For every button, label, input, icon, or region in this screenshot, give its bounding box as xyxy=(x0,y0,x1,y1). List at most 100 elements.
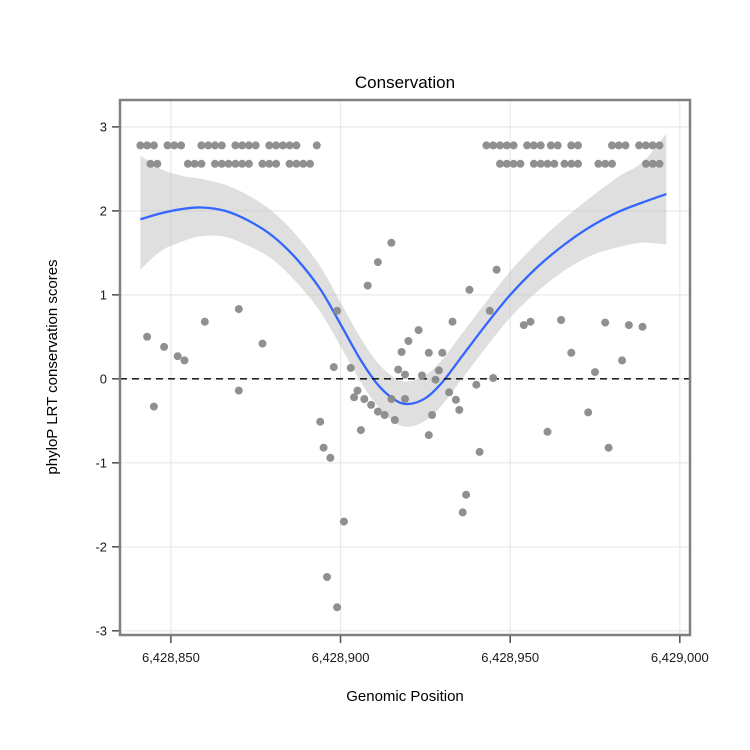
data-point xyxy=(319,443,328,452)
data-point xyxy=(234,386,243,395)
data-point xyxy=(373,407,382,416)
data-point xyxy=(299,159,308,168)
data-point xyxy=(509,141,518,150)
data-point xyxy=(312,141,321,150)
x-axis-title: Genomic Position xyxy=(346,688,464,705)
data-point xyxy=(231,141,240,150)
data-point xyxy=(594,159,603,168)
data-point xyxy=(350,393,359,402)
data-point xyxy=(458,508,467,517)
data-point xyxy=(339,517,348,526)
data-point xyxy=(224,159,233,168)
data-point xyxy=(251,141,260,150)
data-point xyxy=(502,141,511,150)
y-tick-label: 3 xyxy=(100,119,107,134)
data-point xyxy=(601,318,610,327)
data-point xyxy=(496,159,504,168)
data-point xyxy=(608,159,616,168)
data-point xyxy=(496,141,504,150)
data-point xyxy=(211,159,219,168)
data-point xyxy=(462,490,471,499)
data-point xyxy=(238,159,247,168)
data-point xyxy=(346,363,355,372)
data-point xyxy=(244,159,253,168)
data-point xyxy=(397,348,406,356)
data-point xyxy=(387,395,396,403)
data-point xyxy=(404,337,413,345)
data-point xyxy=(536,159,545,168)
data-point xyxy=(519,321,528,330)
data-point xyxy=(360,395,369,403)
data-point xyxy=(136,141,145,150)
data-point xyxy=(238,141,247,150)
data-point xyxy=(557,316,566,324)
data-point xyxy=(323,573,331,581)
data-point xyxy=(356,426,365,435)
data-point xyxy=(231,159,240,168)
chart-layers: 6,428,850 6,428,900 6,428,950 6,429,000 3 2 1 0… xyxy=(95,98,709,665)
data-point xyxy=(448,317,457,326)
data-point xyxy=(431,375,440,384)
y-axis-title: phyloP LRT conservation scores xyxy=(44,259,61,474)
data-point xyxy=(529,159,538,168)
y-tick-label: -2 xyxy=(95,539,107,554)
y-tick-label: 2 xyxy=(100,203,107,218)
data-point xyxy=(197,159,206,168)
data-point xyxy=(401,370,409,379)
data-point xyxy=(149,402,158,411)
data-point xyxy=(272,159,281,168)
data-point xyxy=(190,159,199,168)
data-point xyxy=(177,141,186,150)
data-point xyxy=(200,317,209,326)
y-tick-label: 1 xyxy=(100,287,107,302)
data-point xyxy=(618,356,627,365)
data-point xyxy=(550,159,559,168)
data-point xyxy=(445,388,454,397)
x-tick-label: 6,428,950 xyxy=(481,650,539,665)
y-tick-label: 0 xyxy=(100,371,107,386)
data-point xyxy=(326,453,335,462)
data-point xyxy=(601,159,610,168)
data-point xyxy=(489,374,498,382)
panel-border xyxy=(118,98,692,637)
data-point xyxy=(455,405,464,414)
data-point xyxy=(543,427,552,436)
data-point xyxy=(211,141,219,150)
data-point xyxy=(574,141,582,150)
data-point xyxy=(149,141,158,150)
data-point xyxy=(492,265,501,274)
data-point xyxy=(641,159,650,168)
data-point xyxy=(160,342,169,351)
data-point xyxy=(329,363,338,372)
data-point xyxy=(197,141,206,150)
data-point xyxy=(621,141,630,150)
data-point xyxy=(655,159,664,168)
data-point xyxy=(153,159,162,168)
data-point xyxy=(244,141,253,150)
data-point xyxy=(516,159,525,168)
data-point xyxy=(316,417,325,426)
data-point xyxy=(272,141,281,150)
data-point xyxy=(567,348,576,357)
data-point xyxy=(509,159,518,168)
data-point xyxy=(574,159,582,168)
data-point xyxy=(401,395,409,403)
x-tick-label: 6,428,850 xyxy=(142,650,200,665)
data-point xyxy=(655,141,664,150)
data-point xyxy=(278,141,287,150)
data-point xyxy=(485,306,494,315)
data-point xyxy=(418,371,426,380)
data-point xyxy=(641,141,650,150)
data-point xyxy=(472,380,481,389)
x-tick-label: 6,428,900 xyxy=(312,650,370,665)
data-point xyxy=(353,386,362,395)
data-point xyxy=(163,141,172,150)
data-point xyxy=(567,141,576,150)
data-point xyxy=(489,141,498,150)
data-point xyxy=(265,159,274,168)
data-point xyxy=(146,159,155,168)
y-tick-label: -3 xyxy=(95,623,107,638)
data-point xyxy=(648,141,657,150)
data-point xyxy=(292,159,301,168)
data-point xyxy=(363,281,372,290)
